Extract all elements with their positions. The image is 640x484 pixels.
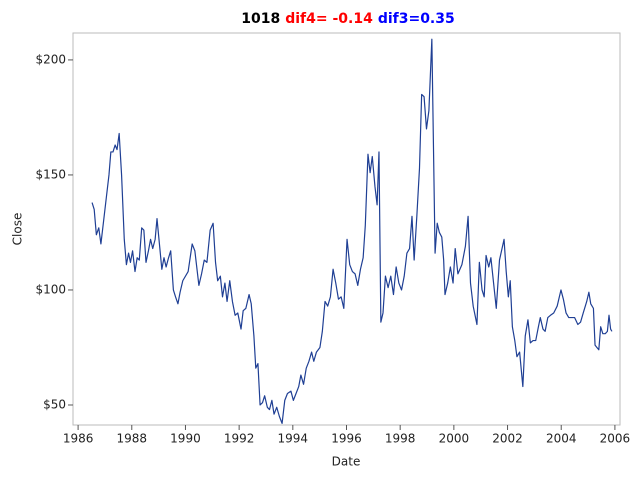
x-tick-label: 1988 — [117, 432, 148, 446]
y-axis-label: Close — [11, 213, 25, 246]
y-tick-label: $150 — [35, 167, 66, 181]
y-tick-label: $200 — [35, 52, 66, 66]
title-part: dif3=0.35 — [378, 11, 455, 27]
x-tick-label: 1994 — [278, 432, 309, 446]
x-tick-label: 2000 — [439, 432, 470, 446]
price-line — [91, 38, 613, 424]
title-part: dif4= -0.14 — [285, 11, 373, 27]
x-axis-label: Date — [332, 455, 361, 469]
y-tick-label: $50 — [43, 397, 66, 411]
x-tick-label: 2006 — [600, 432, 631, 446]
y-tick-label: $100 — [35, 282, 66, 296]
title-part: 1018 — [241, 11, 280, 27]
x-tick-label: 1998 — [385, 432, 416, 446]
x-tick-label: 1986 — [63, 432, 94, 446]
chart-title: 1018 dif4= -0.14 dif3=0.35 — [241, 11, 455, 27]
x-tick-label: 1996 — [331, 432, 362, 446]
x-tick-label: 1990 — [170, 432, 201, 446]
x-tick-label: 1992 — [224, 432, 255, 446]
x-tick-label: 2002 — [492, 432, 523, 446]
plot-frame — [72, 32, 621, 426]
x-tick-label: 2004 — [546, 432, 577, 446]
